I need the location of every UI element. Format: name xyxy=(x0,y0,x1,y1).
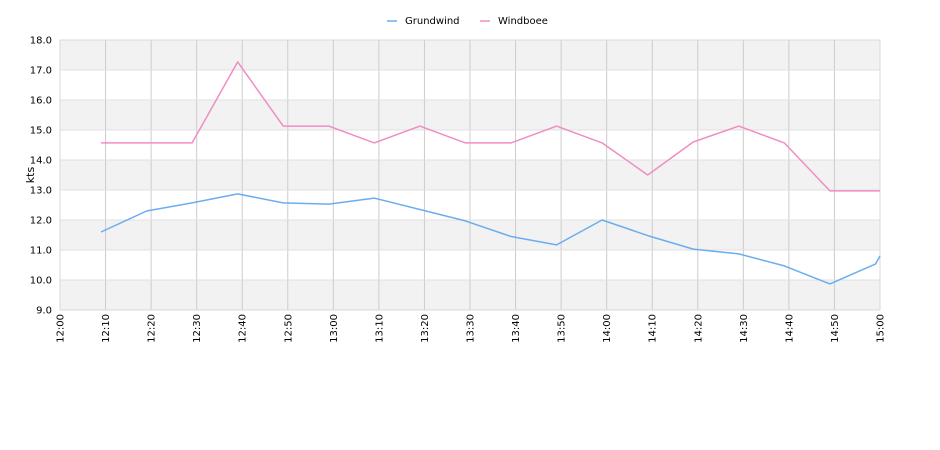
legend-label: Windboee xyxy=(498,16,548,27)
y-tick-label: 16.0 xyxy=(30,96,52,107)
x-tick-label: 13:00 xyxy=(329,314,340,343)
x-tick-label: 13:10 xyxy=(374,314,385,343)
y-tick-label: 11.0 xyxy=(30,246,52,257)
x-tick-label: 14:40 xyxy=(784,314,795,343)
x-tick-label: 14:30 xyxy=(739,314,750,343)
y-tick-label: 17.0 xyxy=(30,66,52,77)
y-tick-label: 15.0 xyxy=(30,126,52,137)
y-tick-label: 13.0 xyxy=(30,186,52,197)
x-tick-label: 14:10 xyxy=(648,314,659,343)
y-axis-title: kts xyxy=(24,167,37,184)
y-tick-label: 10.0 xyxy=(30,276,52,287)
x-tick-label: 12:40 xyxy=(238,314,249,343)
x-tick-label: 15:00 xyxy=(876,314,887,343)
x-tick-label: 13:50 xyxy=(557,314,568,343)
x-tick-label: 13:20 xyxy=(420,314,431,343)
x-tick-label: 12:50 xyxy=(283,314,294,343)
series-line xyxy=(100,193,881,285)
x-tick-label: 14:20 xyxy=(693,314,704,343)
series-line xyxy=(101,61,880,192)
x-tick-label: 12:00 xyxy=(56,314,67,343)
x-tick-label: 14:00 xyxy=(602,314,613,343)
legend-label: Grundwind xyxy=(405,16,460,27)
x-tick-label: 13:30 xyxy=(466,314,477,343)
y-tick-label: 12.0 xyxy=(30,216,52,227)
plot-frame xyxy=(59,39,881,311)
y-tick-label: 9.0 xyxy=(36,306,52,317)
y-tick-label: 18.0 xyxy=(30,36,52,47)
x-tick-label: 13:40 xyxy=(511,314,522,343)
y-tick-label: 14.0 xyxy=(30,156,52,167)
x-tick-label: 12:10 xyxy=(101,314,112,343)
x-tick-label: 14:50 xyxy=(830,314,841,343)
x-tick-label: 12:30 xyxy=(192,314,203,343)
x-tick-label: 12:20 xyxy=(147,314,158,343)
